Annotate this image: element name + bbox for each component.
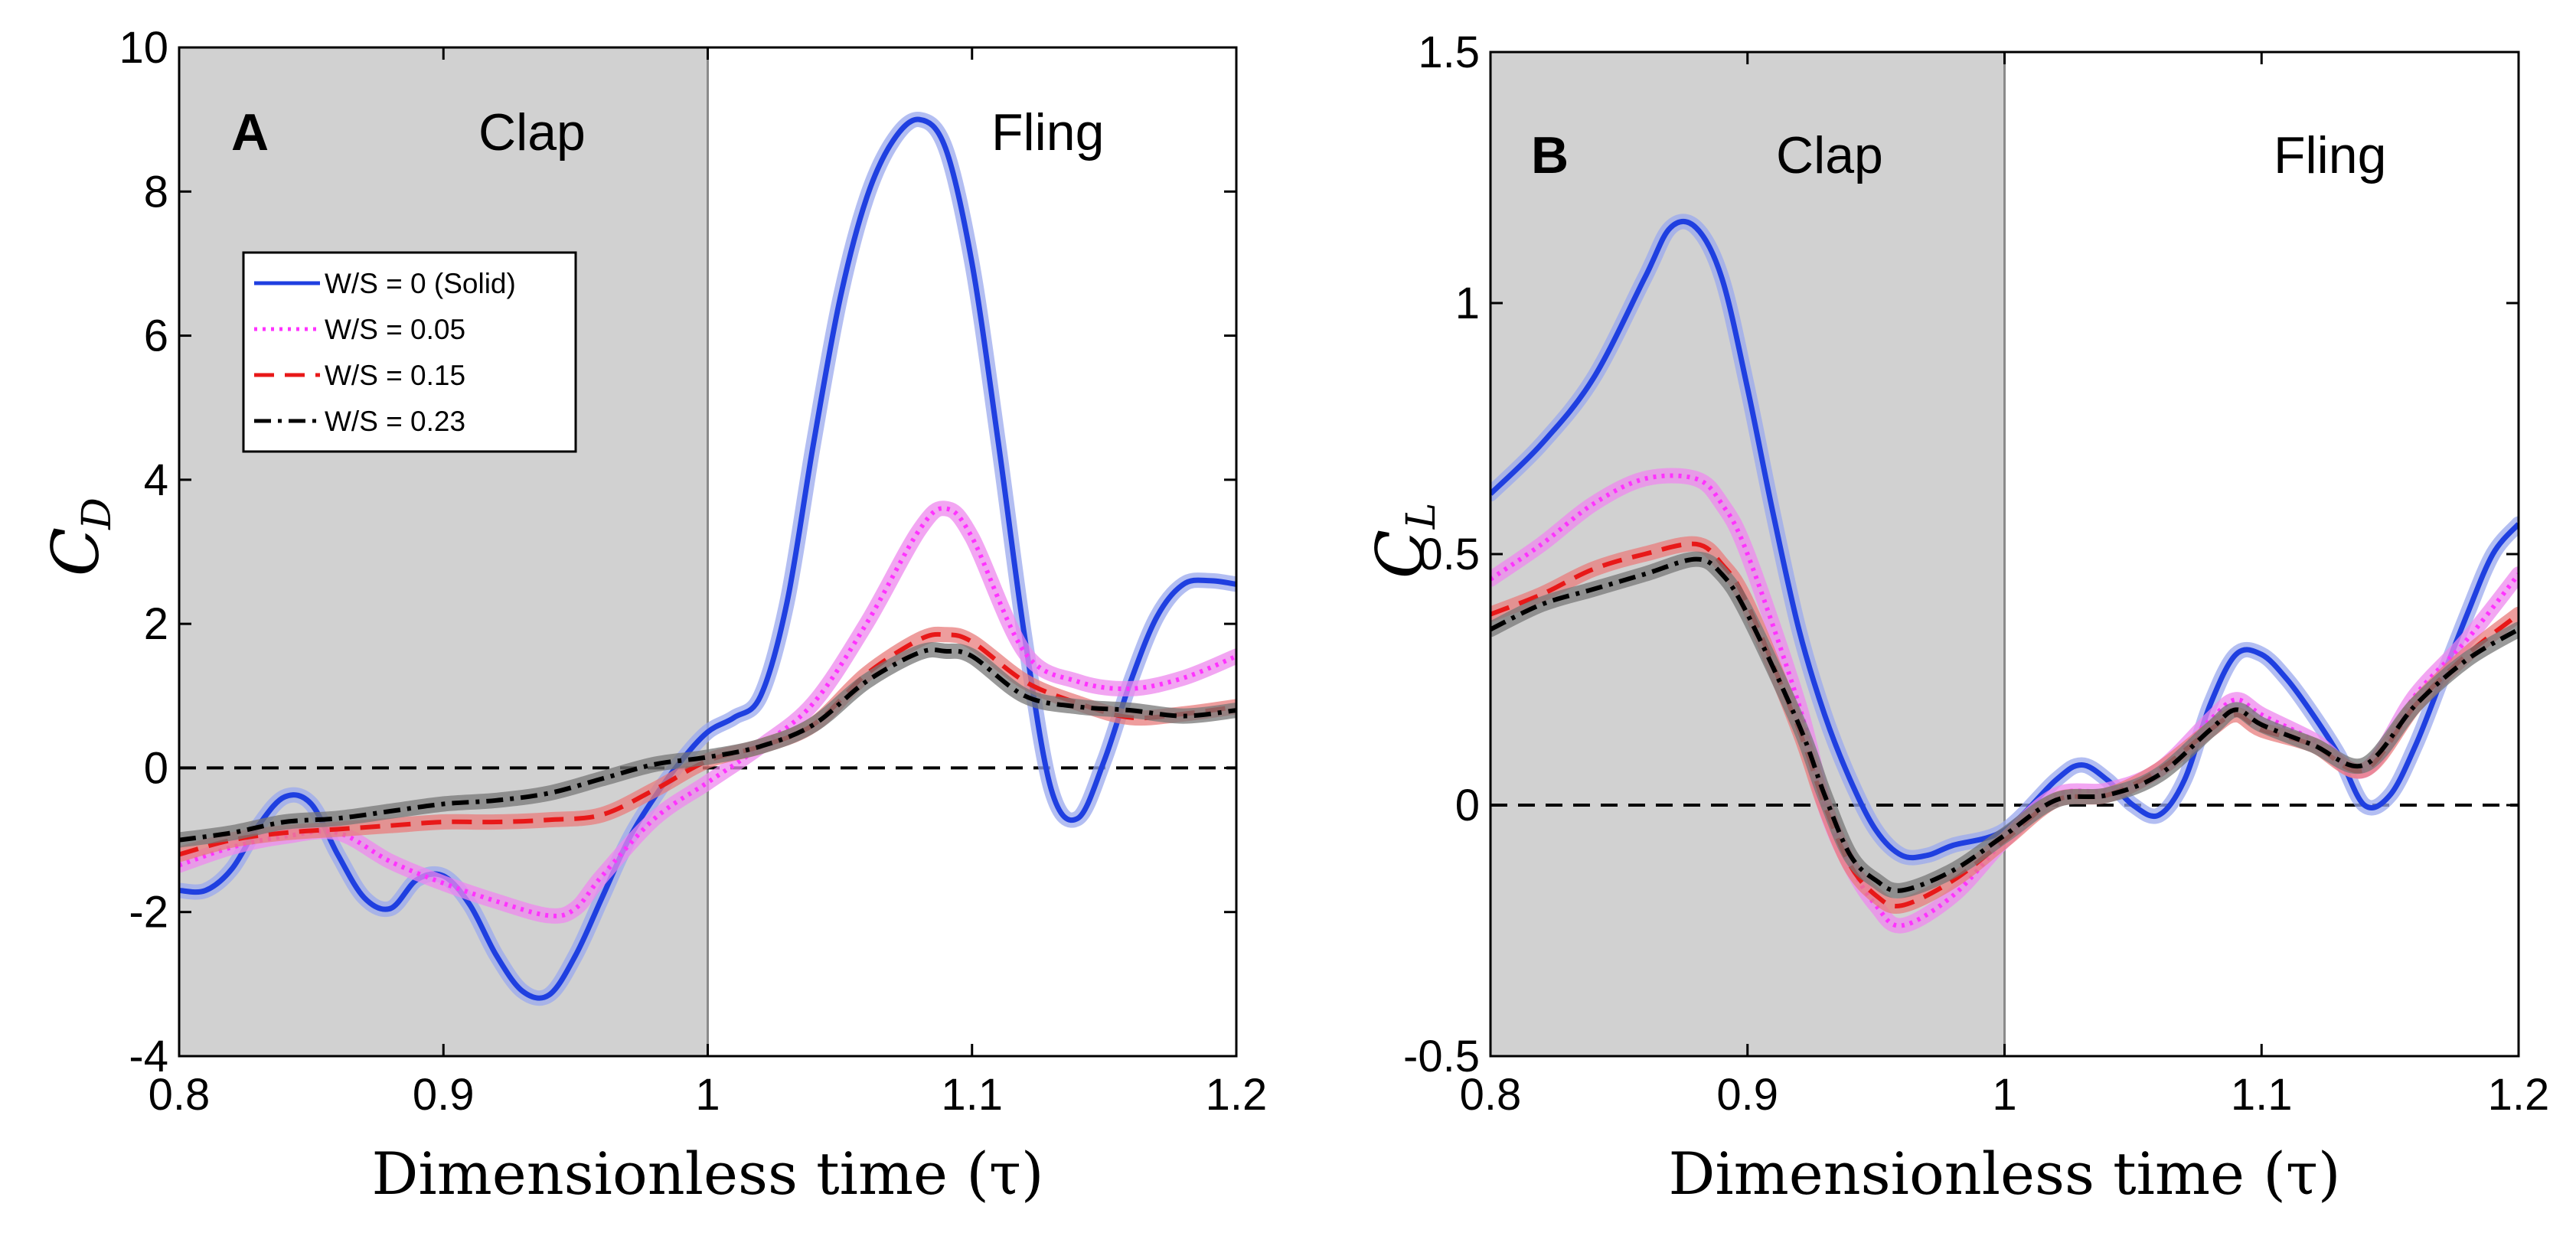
x-tick-label: 1.2 [2488, 1070, 2550, 1120]
y-tick-label: 2 [144, 599, 168, 649]
panel-a: 0.8 0.9 1 1.1 1.2 -4 -2 0 2 4 6 8 10 Dimensionless ti… [38, 23, 1267, 1208]
y-axis-title-subscript: L [1399, 503, 1445, 530]
series-group [1490, 214, 2519, 934]
legend-label: W/S = 0.15 [325, 360, 465, 391]
series-line-w-s-0-solid [179, 116, 1236, 1001]
legend: W/S = 0 (Solid) W/S = 0.05 W/S = 0.15 W/S =… [242, 251, 577, 453]
legend-label: W/S = 0.23 [325, 406, 465, 437]
panel-b: 0.8 0.9 1 1.1 1.2 -0.5 0 0.5 1 1.5 Dimensionless t… [1363, 28, 2549, 1208]
series-line-w-s-0-05 [179, 506, 1236, 918]
x-tick-label: 0.8 [1460, 1070, 1522, 1120]
series-line-w-s-0-23 [1490, 556, 2519, 893]
y-tick-label: -2 [129, 888, 168, 938]
x-axis-title: Dimensionless time (τ) [371, 1140, 1043, 1208]
fling-label: Fling [2274, 126, 2386, 184]
x-tick-label: 1 [695, 1070, 720, 1120]
y-tick-label: -0.5 [1403, 1032, 1480, 1081]
series-line-w-s-0-05 [1490, 473, 2519, 928]
x-axis-title: Dimensionless time (τ) [1668, 1140, 2340, 1208]
y-tick-label: 10 [119, 23, 168, 73]
x-tick-label: 1 [1992, 1070, 2016, 1120]
fling-label: Fling [991, 103, 1104, 161]
series-group [179, 112, 1236, 1006]
clap-label: Clap [478, 103, 586, 161]
panel-letter: B [1531, 126, 1569, 184]
panel-letter: A [231, 103, 269, 161]
y-tick-label: 1.5 [1418, 28, 1480, 77]
y-tick-label: 8 [144, 167, 168, 217]
clap-label: Clap [1776, 126, 1883, 184]
y-tick-label: 0 [144, 743, 168, 793]
legend-box [242, 251, 577, 453]
legend-label: W/S = 0 (Solid) [325, 268, 516, 299]
x-tick-label: 0.9 [1716, 1070, 1778, 1120]
y-tick-label: 1 [1455, 279, 1480, 328]
series-line-w-s-0-23 [179, 647, 1236, 843]
x-tick-label: 0.9 [413, 1070, 475, 1120]
series-line-w-s-0-15 [179, 631, 1236, 857]
y-tick-label: 0 [1455, 781, 1480, 830]
x-tick-label: 0.8 [149, 1070, 211, 1120]
y-axis-title: C [38, 527, 113, 576]
y-tick-label: 0.5 [1418, 530, 1480, 579]
x-tick-label: 1.2 [1206, 1070, 1268, 1120]
y-tick-label: 4 [144, 455, 168, 505]
clap-region [179, 47, 708, 1056]
y-tick-label: -4 [129, 1032, 168, 1081]
y-axis-title: C [1363, 530, 1438, 579]
x-tick-label: 1.1 [2231, 1070, 2293, 1120]
legend-label: W/S = 0.05 [325, 314, 465, 345]
y-axis-title-subscript: D [74, 497, 120, 530]
y-tick-label: 6 [144, 311, 168, 361]
x-tick-label: 1.1 [941, 1070, 1003, 1120]
